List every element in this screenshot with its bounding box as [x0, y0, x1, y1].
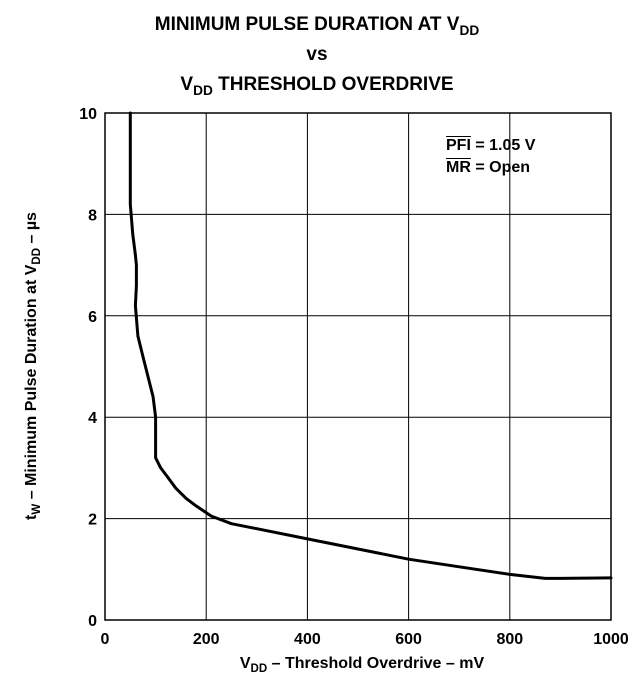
y-tick-label: 2	[88, 512, 97, 529]
annotation-pfi: PFI = 1.05 V	[446, 137, 536, 154]
y-tick-label: 6	[88, 309, 97, 326]
x-tick-label: 1000	[593, 631, 629, 648]
annotation-box: PFI = 1.05 V MR = Open	[446, 135, 535, 179]
x-tick-label: 600	[395, 631, 422, 648]
plot-frame	[104, 112, 612, 621]
x-tick-label: 0	[101, 631, 110, 648]
x-axis-label: VDD – Threshold Overdrive – mV	[239, 655, 485, 676]
y-axis-label: tW – Minimum Pulse Duration at VDD – µs	[23, 212, 44, 520]
annotation-mr: MR = Open	[446, 159, 531, 176]
chart-title-line2: vs	[306, 44, 328, 65]
tick-labels: 0 200 400 600 800 1000 0 2 4 6 8 10	[79, 106, 629, 648]
x-tick-label: 200	[193, 631, 220, 648]
y-tick-label: 10	[79, 106, 97, 123]
grid-lines	[105, 113, 611, 620]
y-tick-label: 0	[88, 613, 97, 630]
x-tick-label: 800	[496, 631, 523, 648]
y-tick-label: 8	[88, 207, 97, 224]
series-curve	[128, 111, 613, 580]
chart-title-line3: VDD THRESHOLD OVERDRIVE	[180, 74, 454, 98]
x-tick-label: 400	[294, 631, 321, 648]
y-tick-label: 4	[88, 410, 97, 427]
chart-title-line1: MINIMUM PULSE DURATION AT VDD	[154, 14, 480, 38]
